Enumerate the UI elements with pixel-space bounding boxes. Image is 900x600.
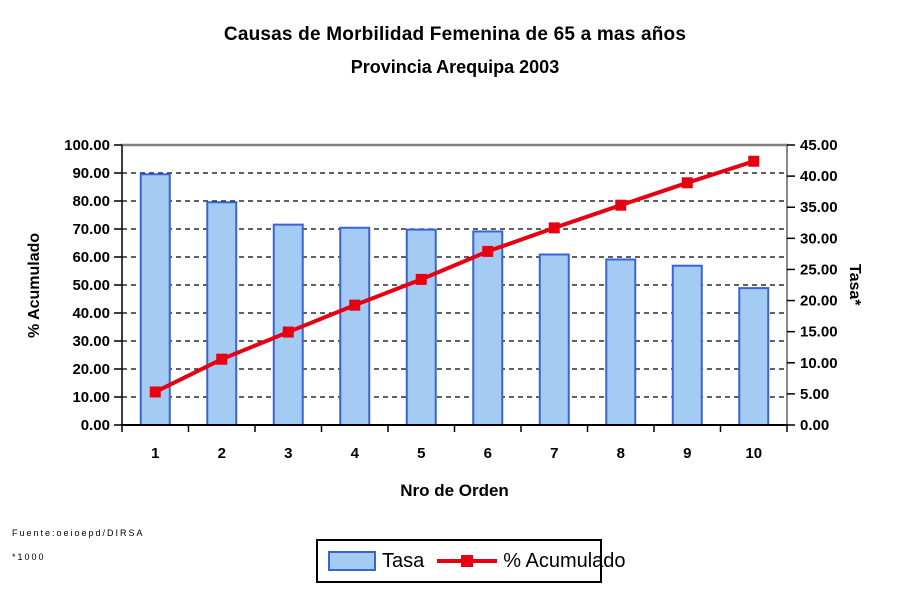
cumulative-marker-4 bbox=[349, 299, 361, 311]
legend-line-marker-icon bbox=[461, 555, 474, 567]
right-axis-tick-label: 30.00 bbox=[800, 230, 838, 247]
left-axis-tick-label: 20.00 bbox=[72, 361, 110, 378]
x-category-label: 3 bbox=[284, 445, 292, 462]
bar-5 bbox=[405, 228, 437, 426]
left-axis-tick-label: 30.00 bbox=[72, 333, 110, 350]
cumulative-marker-2 bbox=[216, 353, 228, 365]
right-axis-tick-label: 35.00 bbox=[800, 199, 838, 216]
x-axis-title: Nro de Orden bbox=[400, 481, 509, 500]
bar-3 bbox=[272, 223, 304, 426]
bar-7 bbox=[538, 253, 570, 426]
left-axis-tick-label: 50.00 bbox=[72, 277, 110, 294]
x-category-label: 4 bbox=[351, 445, 360, 462]
left-axis-tick-label: 0.00 bbox=[81, 417, 110, 434]
cumulative-marker-10 bbox=[748, 155, 760, 167]
bar-6 bbox=[472, 230, 504, 426]
right-axis-tick-label: 15.00 bbox=[800, 324, 838, 341]
legend: Tasa % Acumulado bbox=[316, 539, 626, 583]
cumulative-marker-1 bbox=[149, 386, 161, 398]
source-note: Fuente:oeioepd/DIRSA bbox=[12, 528, 145, 538]
left-axis-tick-label: 10.00 bbox=[72, 389, 110, 406]
cumulative-marker-3 bbox=[282, 326, 294, 338]
left-axis-tick-label: 100.00 bbox=[64, 137, 110, 154]
bar-4 bbox=[339, 226, 371, 426]
cumulative-marker-8 bbox=[615, 199, 627, 211]
bar-10 bbox=[738, 287, 770, 426]
cumulative-marker-6 bbox=[482, 245, 494, 257]
cumulative-marker-7 bbox=[548, 222, 560, 234]
x-category-label: 8 bbox=[617, 445, 625, 462]
right-axis-tick-label: 45.00 bbox=[800, 137, 838, 154]
right-axis-tick-label: 25.00 bbox=[800, 261, 838, 278]
cumulative-marker-5 bbox=[415, 273, 427, 285]
left-axis-tick-label: 60.00 bbox=[72, 249, 110, 266]
right-axis-tick-label: 20.00 bbox=[800, 293, 838, 310]
x-category-label: 5 bbox=[417, 445, 425, 462]
x-category-label: 7 bbox=[550, 445, 558, 462]
cumulative-marker-9 bbox=[681, 177, 693, 189]
left-axis-tick-label: 40.00 bbox=[72, 305, 110, 322]
x-category-label: 10 bbox=[745, 445, 762, 462]
left-axis-tick-label: 90.00 bbox=[72, 165, 110, 182]
left-axis-tick-label: 70.00 bbox=[72, 221, 110, 238]
chart-title: Causas de Morbilidad Femenina de 65 a ma… bbox=[223, 24, 687, 45]
x-category-label: 9 bbox=[683, 445, 691, 462]
x-category-label: 6 bbox=[484, 445, 492, 462]
bar-9 bbox=[671, 264, 703, 427]
legend-bar-label: Tasa bbox=[382, 549, 425, 572]
scale-note: *1000 bbox=[12, 552, 46, 562]
legend-line-swatch bbox=[437, 554, 498, 568]
right-axis-tick-label: 10.00 bbox=[800, 355, 838, 372]
bar-8 bbox=[605, 258, 637, 426]
bar-2 bbox=[206, 201, 238, 426]
right-axis-tick-label: 5.00 bbox=[800, 386, 829, 403]
left-axis-tick-label: 80.00 bbox=[72, 193, 110, 210]
right-axis-tick-label: 40.00 bbox=[800, 168, 838, 185]
legend-line-label: % Acumulado bbox=[503, 549, 626, 572]
bar-1 bbox=[139, 173, 171, 426]
right-axis-tick-label: 0.00 bbox=[800, 417, 829, 434]
right-axis-title: Tasa* bbox=[846, 264, 863, 306]
chart-subtitle: Provincia Arequipa 2003 bbox=[350, 57, 560, 77]
x-category-label: 2 bbox=[218, 445, 226, 462]
left-axis-title: % Acumulado bbox=[26, 232, 43, 338]
x-category-label: 1 bbox=[151, 445, 159, 462]
cumulative-line bbox=[154, 159, 755, 394]
legend-bar-swatch bbox=[328, 551, 376, 571]
